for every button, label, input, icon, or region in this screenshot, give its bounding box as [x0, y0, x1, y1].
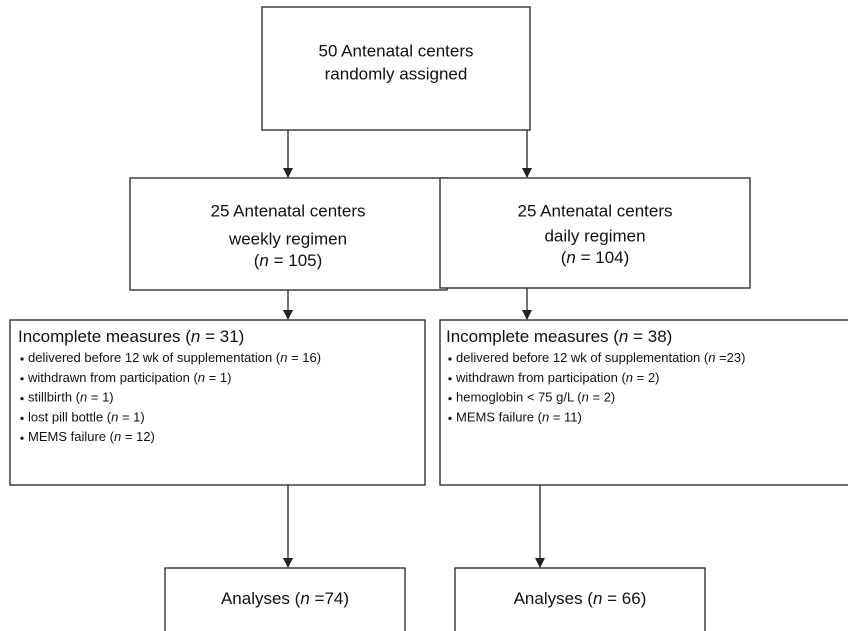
box-analyses-daily — [454, 567, 706, 631]
label-part: = 105) — [269, 251, 322, 270]
label-part: ( — [254, 251, 260, 270]
label-part: withdrawn from participation ( — [27, 370, 198, 385]
label: withdrawn from participation (n = 2) — [455, 370, 659, 385]
label-part: n — [619, 327, 628, 346]
label-part: MEMS failure ( — [456, 410, 543, 425]
box-analyses-weekly — [164, 567, 406, 631]
bullet — [20, 357, 24, 361]
label: Incomplete measures (n = 31) — [18, 327, 244, 346]
label: stillbirth (n = 1) — [28, 390, 114, 405]
label-part: n — [111, 410, 118, 425]
label: daily regimen — [544, 226, 645, 245]
bullet — [20, 416, 24, 420]
bullet — [448, 357, 452, 361]
label-part: = 31) — [200, 327, 244, 346]
label: (n = 105) — [254, 251, 323, 270]
label-part: n — [300, 589, 309, 608]
box-incomplete-weekly — [9, 319, 426, 486]
label-part: n — [80, 390, 87, 405]
bullet — [448, 416, 452, 420]
label-part: withdrawn from participation ( — [455, 370, 626, 385]
label-part: n — [259, 251, 268, 270]
label-part: lost pill bottle ( — [28, 410, 112, 425]
label-part: n — [626, 370, 633, 385]
label-part: hemoglobin < 75 g/L ( — [456, 390, 582, 405]
label-part: Incomplete measures ( — [446, 327, 619, 346]
label-part: Incomplete measures ( — [18, 327, 191, 346]
label-part: Analyses ( — [221, 589, 301, 608]
label-part: = 1) — [118, 410, 144, 425]
label: Analyses (n = 66) — [514, 589, 647, 608]
label-part: n — [114, 430, 121, 445]
label-part: =23) — [715, 350, 745, 365]
bullet — [20, 436, 24, 440]
label-part: n — [542, 410, 549, 425]
bullet — [448, 397, 452, 401]
label: 25 Antenatal centers — [517, 201, 672, 220]
label: 50 Antenatal centers — [318, 41, 473, 60]
label: weekly regimen — [228, 229, 347, 248]
label-part: stillbirth ( — [28, 390, 81, 405]
box-randomized — [261, 6, 531, 131]
label-part: n — [708, 350, 715, 365]
label-part: n — [280, 350, 287, 365]
label-part: = 1) — [87, 390, 113, 405]
label-part: = 11) — [549, 410, 582, 425]
label-part: n — [593, 589, 602, 608]
label-part: =74) — [310, 589, 349, 608]
label-part: = 2) — [633, 370, 659, 385]
label: lost pill bottle (n = 1) — [28, 410, 145, 425]
box-incomplete-daily — [439, 319, 848, 486]
label-part: delivered before 12 wk of supplementatio… — [28, 350, 281, 365]
label-part: = 66) — [602, 589, 646, 608]
label-part: = 104) — [576, 248, 629, 267]
label-part: delivered before 12 wk of supplementatio… — [456, 350, 709, 365]
label: delivered before 12 wk of supplementatio… — [456, 350, 745, 365]
label-part: = 1) — [205, 370, 231, 385]
label-part: ( — [561, 248, 567, 267]
bullet — [20, 397, 24, 401]
box-daily — [439, 177, 751, 289]
label-part: = 12) — [121, 430, 155, 445]
label-part: = 16) — [287, 350, 321, 365]
label: delivered before 12 wk of supplementatio… — [28, 350, 321, 365]
label: withdrawn from participation (n = 1) — [27, 370, 231, 385]
label: MEMS failure (n = 12) — [28, 430, 155, 445]
bullet — [20, 377, 24, 381]
label: randomly assigned — [325, 64, 468, 83]
label-part: MEMS failure ( — [28, 430, 115, 445]
label-part: n — [198, 370, 205, 385]
label: Analyses (n =74) — [221, 589, 349, 608]
label-part: Analyses ( — [514, 589, 594, 608]
label-part: n — [566, 248, 575, 267]
label: Incomplete measures (n = 38) — [446, 327, 672, 346]
label: MEMS failure (n = 11) — [456, 410, 582, 425]
bullet — [448, 377, 452, 381]
label-part: = 38) — [628, 327, 672, 346]
label: 25 Antenatal centers — [210, 201, 365, 220]
label-part: n — [582, 390, 589, 405]
label-part: n — [191, 327, 200, 346]
label-part: = 2) — [589, 390, 615, 405]
label: (n = 104) — [561, 248, 630, 267]
box-weekly — [129, 177, 448, 291]
label: hemoglobin < 75 g/L (n = 2) — [456, 390, 615, 405]
